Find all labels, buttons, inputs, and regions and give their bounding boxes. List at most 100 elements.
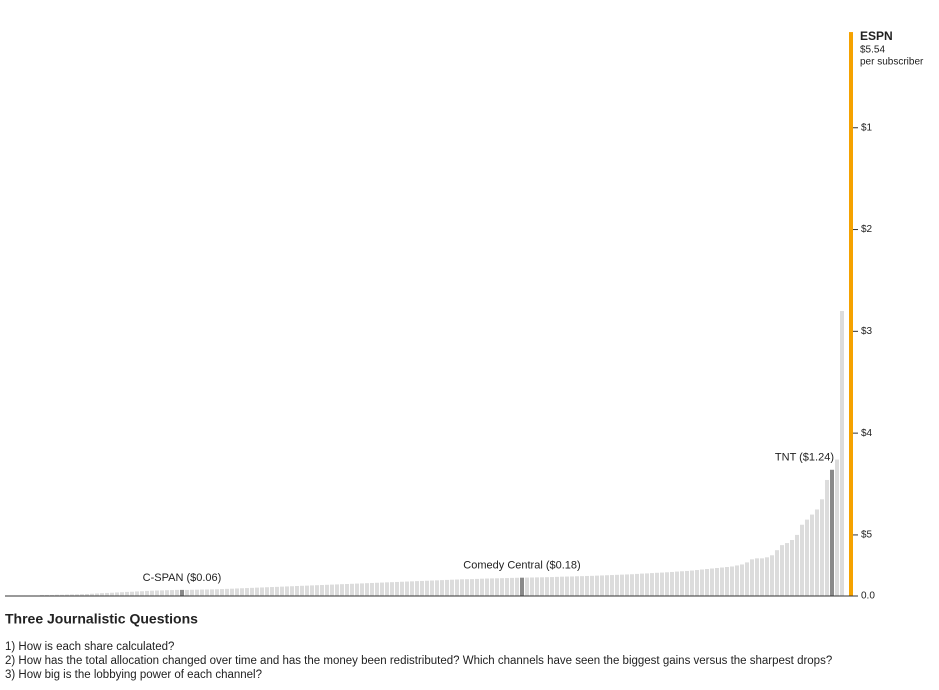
bar xyxy=(810,514,814,596)
bar xyxy=(370,582,374,596)
bar xyxy=(770,555,774,596)
bar xyxy=(55,594,59,596)
bar xyxy=(340,584,344,596)
bar xyxy=(305,585,309,596)
bar xyxy=(295,586,299,596)
bar xyxy=(290,586,294,596)
bar xyxy=(610,575,614,596)
bar xyxy=(360,583,364,596)
bar xyxy=(145,590,149,596)
bar xyxy=(415,581,419,596)
y-tick-label: $3 xyxy=(861,326,873,337)
bar xyxy=(520,577,524,596)
bar xyxy=(740,564,744,596)
bar xyxy=(330,584,334,596)
bar xyxy=(325,584,329,596)
bar xyxy=(375,582,379,596)
bar xyxy=(175,589,179,596)
bar xyxy=(650,573,654,596)
bar xyxy=(60,594,64,596)
bar xyxy=(505,578,509,596)
bar xyxy=(805,519,809,596)
bar xyxy=(645,573,649,596)
bar-label: Comedy Central ($0.18) xyxy=(463,560,580,572)
bar xyxy=(455,579,459,596)
bar xyxy=(570,576,574,596)
bar xyxy=(225,588,229,596)
bar xyxy=(815,509,819,596)
highlight-value: $5.54 xyxy=(860,45,885,56)
bar xyxy=(395,581,399,596)
bar xyxy=(355,583,359,596)
bar xyxy=(465,579,469,596)
bar xyxy=(180,589,184,596)
question: 3) How big is the lobbying power of each… xyxy=(5,669,262,681)
bar xyxy=(765,557,769,596)
bar xyxy=(45,594,49,596)
bar xyxy=(550,577,554,596)
bar xyxy=(710,568,714,596)
bar xyxy=(250,587,254,596)
bar xyxy=(795,534,799,596)
highlight-name: ESPN xyxy=(860,29,893,43)
y-tick-label: 0.0 xyxy=(861,591,875,602)
bar xyxy=(730,566,734,596)
bar xyxy=(580,576,584,596)
bar xyxy=(495,578,499,596)
bar xyxy=(680,571,684,596)
bar xyxy=(640,573,644,596)
question: 2) How has the total allocation changed … xyxy=(5,655,832,667)
bar xyxy=(660,572,664,596)
bar xyxy=(280,586,284,596)
bar xyxy=(500,578,504,596)
bar xyxy=(430,580,434,596)
bar xyxy=(65,594,69,596)
bar xyxy=(190,589,194,596)
bar xyxy=(545,577,549,596)
bar xyxy=(435,580,439,596)
bar xyxy=(400,581,404,596)
bar xyxy=(270,587,274,596)
bar xyxy=(440,580,444,596)
bar xyxy=(675,571,679,596)
bar xyxy=(560,576,564,596)
bar xyxy=(260,587,264,596)
bar-label: TNT ($1.24) xyxy=(775,452,834,464)
question: 1) How is each share calculated? xyxy=(5,641,174,653)
bar xyxy=(755,558,759,596)
bar xyxy=(590,575,594,596)
bar xyxy=(310,585,314,596)
bar xyxy=(80,594,84,596)
bar xyxy=(115,592,119,596)
bar xyxy=(125,591,129,596)
bar xyxy=(690,570,694,596)
bar xyxy=(695,570,699,596)
bar xyxy=(150,590,154,596)
bar xyxy=(745,562,749,596)
y-tick-label: $5 xyxy=(861,530,873,541)
bar xyxy=(345,583,349,596)
bar xyxy=(425,580,429,596)
bar xyxy=(235,588,239,596)
bar xyxy=(275,586,279,596)
bar xyxy=(785,543,789,596)
bar xyxy=(75,594,79,596)
bar xyxy=(140,591,144,596)
bar xyxy=(530,577,534,596)
bar xyxy=(585,575,589,596)
bar xyxy=(405,581,409,596)
bar xyxy=(835,459,839,596)
bar xyxy=(110,592,114,596)
bar xyxy=(760,558,764,596)
bar xyxy=(255,587,259,596)
bar xyxy=(210,589,214,596)
bar xyxy=(445,579,449,596)
bar xyxy=(195,589,199,596)
bar xyxy=(510,577,514,596)
bar xyxy=(90,593,94,596)
bar xyxy=(240,588,244,596)
bar xyxy=(300,585,304,596)
bar xyxy=(390,582,394,596)
bar xyxy=(105,592,109,596)
